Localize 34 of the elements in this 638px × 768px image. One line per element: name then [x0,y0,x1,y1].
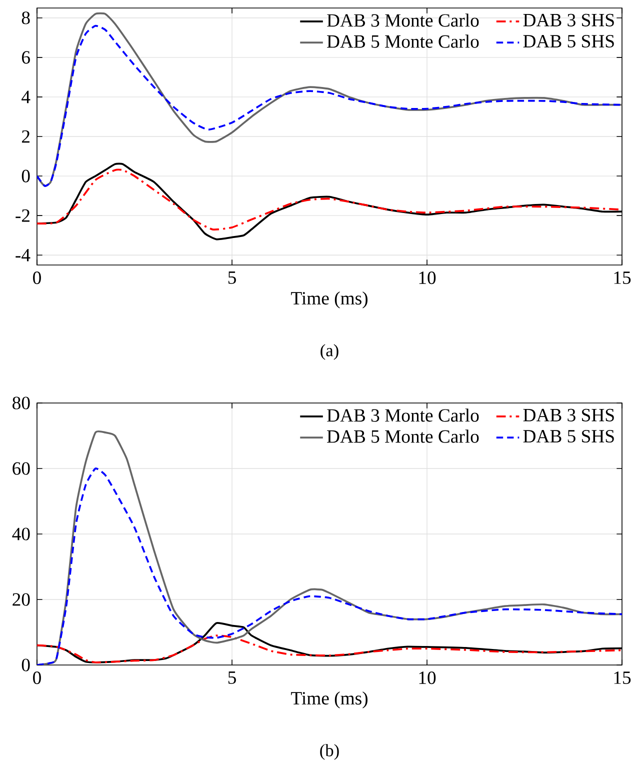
x-tick-label: 10 [420,271,436,284]
line-series [37,468,622,665]
legend-label: DAB 5 SHS [524,430,614,443]
x-tick-label: 0 [33,271,42,284]
legend-label: DAB 5 Monte Carlo [327,430,479,443]
legend-label: DAB 5 SHS [524,34,614,48]
y-tick-label: 2 [22,130,30,143]
y-tick-label: 0 [22,658,30,672]
legend-label: DAB 3 Monte Carlo [327,14,479,27]
legend-label: DAB 5 Monte Carlo [327,34,479,48]
line-series [37,634,622,664]
x-tick-label: 5 [228,271,236,284]
y-tick-label: -2 [16,209,30,222]
x-tick-label: 5 [228,671,236,684]
y-tick-label: 0 [22,170,30,182]
y-tick-label: 20 [12,593,30,606]
legend-label: DAB 3 SHS [524,14,614,26]
x-tick-label: 0 [33,671,42,684]
y-tick-label: 6 [22,51,30,64]
y-tick-label: 8 [22,12,30,24]
x-axis-title: Time (ms) [291,691,368,708]
y-tick-label: 80 [12,396,30,410]
legend-label: DAB 3 SHS [524,408,614,422]
y-tick-label: 4 [22,90,30,104]
x-tick-label: 10 [420,671,436,684]
x-axis-title: Time (ms) [291,291,368,308]
y-tick-label: 40 [12,528,30,540]
text: (b) [320,744,340,760]
text: (a) [320,344,339,360]
y-tick-label: -4 [16,248,30,262]
x-tick-label: 15 [614,671,631,684]
x-tick-label: 15 [614,271,631,284]
y-tick-label: 60 [12,462,30,475]
legend-label: DAB 3 Monte Carlo [327,408,479,422]
